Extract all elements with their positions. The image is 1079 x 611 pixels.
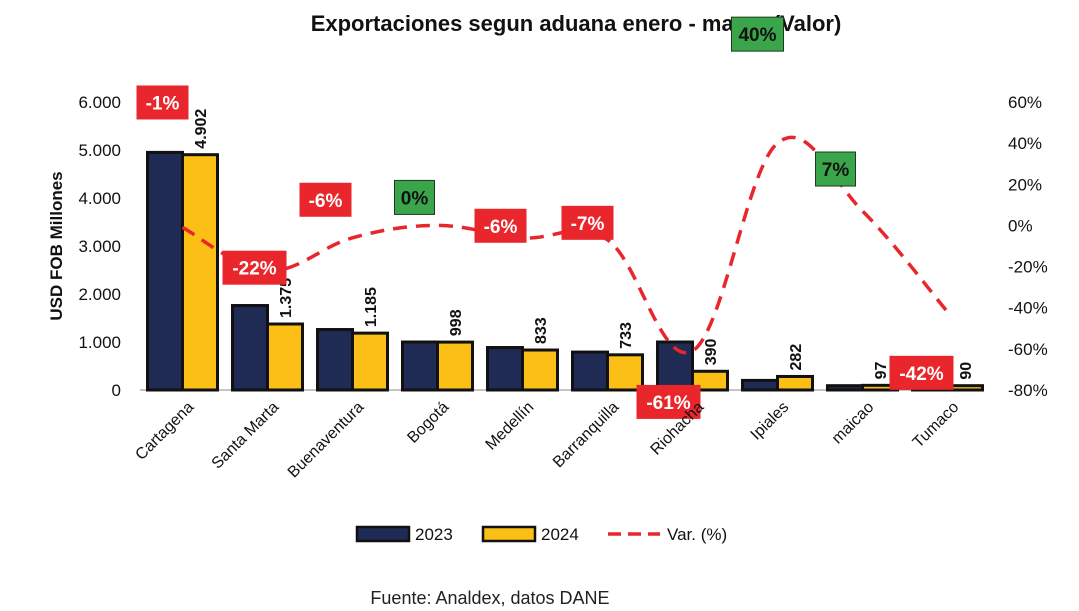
- bar-value-label-2024: 282: [788, 344, 805, 371]
- variation-badge-label: 7%: [822, 160, 850, 181]
- bar-2023: [316, 328, 354, 392]
- bar-value-label-2024: 998: [448, 309, 465, 336]
- bar-2024: [266, 322, 304, 392]
- bar-labels-group: 4.902 1.375 1.185 998 833 733 390 282 97 90: [193, 109, 975, 380]
- bar-2023: [741, 378, 779, 392]
- variation-badge-label: -42%: [899, 364, 943, 385]
- y-axis-label: USD FOB Millones: [47, 171, 66, 320]
- variation-badge-label: -22%: [232, 259, 276, 280]
- variation-badge-label: -7%: [571, 214, 605, 235]
- x-category-label: maicao: [829, 399, 878, 448]
- x-category-label: Barranquilla: [550, 399, 622, 471]
- variation-badge-label: -6%: [309, 191, 343, 212]
- bar-value-label-2024: 1.375: [278, 278, 295, 318]
- variation-badge: -61%: [636, 384, 701, 419]
- variation-badge-box: [136, 85, 189, 120]
- y2-tick-label: 20%: [1008, 175, 1042, 194]
- x-axis-labels: Cartagena Santa Marta Buenaventura Bogotá Me…: [132, 399, 962, 482]
- variation-badge-label: 40%: [738, 25, 776, 46]
- variation-badge: -1%: [136, 85, 189, 120]
- legend: 2023 2024 Var. (%): [355, 525, 727, 544]
- bar-value-label-2024: 833: [533, 317, 550, 344]
- legend-label-var: Var. (%): [667, 525, 727, 544]
- y2-axis-ticks: -80% -60% -40% -20% 0% 20% 40% 60%: [1008, 93, 1048, 400]
- bar-2024: [776, 374, 814, 392]
- y2-tick-label: -20%: [1008, 258, 1048, 277]
- variation-badge: -42%: [889, 355, 954, 390]
- y2-tick-label: 60%: [1008, 93, 1042, 112]
- variation-badge-label: -61%: [646, 393, 690, 414]
- x-category-label: Bogotá: [404, 399, 452, 447]
- y2-tick-label: -40%: [1008, 299, 1048, 318]
- variation-badge-box: [299, 182, 352, 217]
- y-tick-label: 5.000: [78, 141, 121, 160]
- variation-badge: -6%: [474, 208, 527, 243]
- bars-group: [146, 150, 984, 392]
- variation-badge-box: [889, 355, 954, 390]
- legend-swatch-2024: [481, 525, 537, 543]
- bar-2024: [351, 331, 389, 392]
- y-tick-label: 3.000: [78, 237, 121, 256]
- bar-2023: [826, 384, 864, 392]
- bar-2023: [401, 340, 439, 392]
- variation-badge-label: -1%: [146, 93, 180, 114]
- x-category-label: Cartagena: [132, 399, 197, 464]
- variation-badge-box: [815, 151, 856, 187]
- legend-swatch-2023: [355, 525, 411, 543]
- x-category-label: Ipiales: [748, 399, 793, 444]
- x-category-label: Tumaco: [910, 399, 963, 452]
- bar-value-label-2024: 4.902: [193, 109, 210, 149]
- x-category-label: Buenaventura: [285, 399, 368, 482]
- legend-label-2023: 2023: [415, 525, 453, 544]
- legend-label-2024: 2024: [541, 525, 579, 544]
- x-category-label: Santa Marta: [209, 399, 283, 473]
- bar-value-label-2024: 97: [873, 361, 890, 379]
- variation-badge-box: [394, 179, 435, 215]
- source-note: Fuente: Analdex, datos DANE: [370, 588, 609, 608]
- variation-badge: -7%: [561, 205, 614, 240]
- variation-badge: -6%: [299, 182, 352, 217]
- variation-badge-box: [561, 205, 614, 240]
- y-tick-label: 6.000: [78, 93, 121, 112]
- bar-2024: [521, 348, 559, 392]
- x-category-label: Medellín: [483, 399, 538, 454]
- bar-2024: [436, 340, 474, 392]
- variation-badge-box: [731, 16, 784, 52]
- variation-badge-box: [636, 384, 701, 419]
- bar-2024: [606, 353, 644, 392]
- bar-value-label-2024: 390: [703, 338, 720, 365]
- y2-tick-label: -80%: [1008, 381, 1048, 400]
- bar-2024: [691, 369, 729, 392]
- bar-value-label-2024: 733: [618, 322, 635, 349]
- y2-tick-label: 0%: [1008, 216, 1033, 235]
- bar-2024: [181, 153, 219, 392]
- variation-badge-label: 0%: [401, 188, 429, 209]
- bar-value-label-2024: 90: [958, 362, 975, 380]
- variation-badge-label: -6%: [484, 217, 518, 238]
- y2-tick-label: -60%: [1008, 340, 1048, 359]
- bar-2023: [146, 150, 184, 392]
- bar-2023: [571, 350, 609, 392]
- variation-badges: -1% -22% -6% 0% -6% -7% -61% 40% 7% -42%: [136, 16, 954, 419]
- bar-2023: [231, 304, 269, 392]
- y2-tick-label: 40%: [1008, 134, 1042, 153]
- variation-badge-box: [222, 250, 287, 285]
- y-axis-ticks: 0 1.000 2.000 3.000 4.000 5.000 6.000: [78, 93, 121, 400]
- bar-2023: [486, 346, 524, 392]
- variation-badge: 7%: [815, 151, 856, 187]
- variation-badge: 0%: [394, 179, 435, 215]
- variation-badge-box: [474, 208, 527, 243]
- y-tick-label: 2.000: [78, 285, 121, 304]
- y-tick-label: 4.000: [78, 189, 121, 208]
- bar-value-label-2024: 1.185: [363, 287, 380, 327]
- y-tick-label: 1.000: [78, 333, 121, 352]
- y-tick-label: 0: [112, 381, 121, 400]
- variation-badge: -22%: [222, 250, 287, 285]
- variation-badge: 40%: [731, 16, 784, 52]
